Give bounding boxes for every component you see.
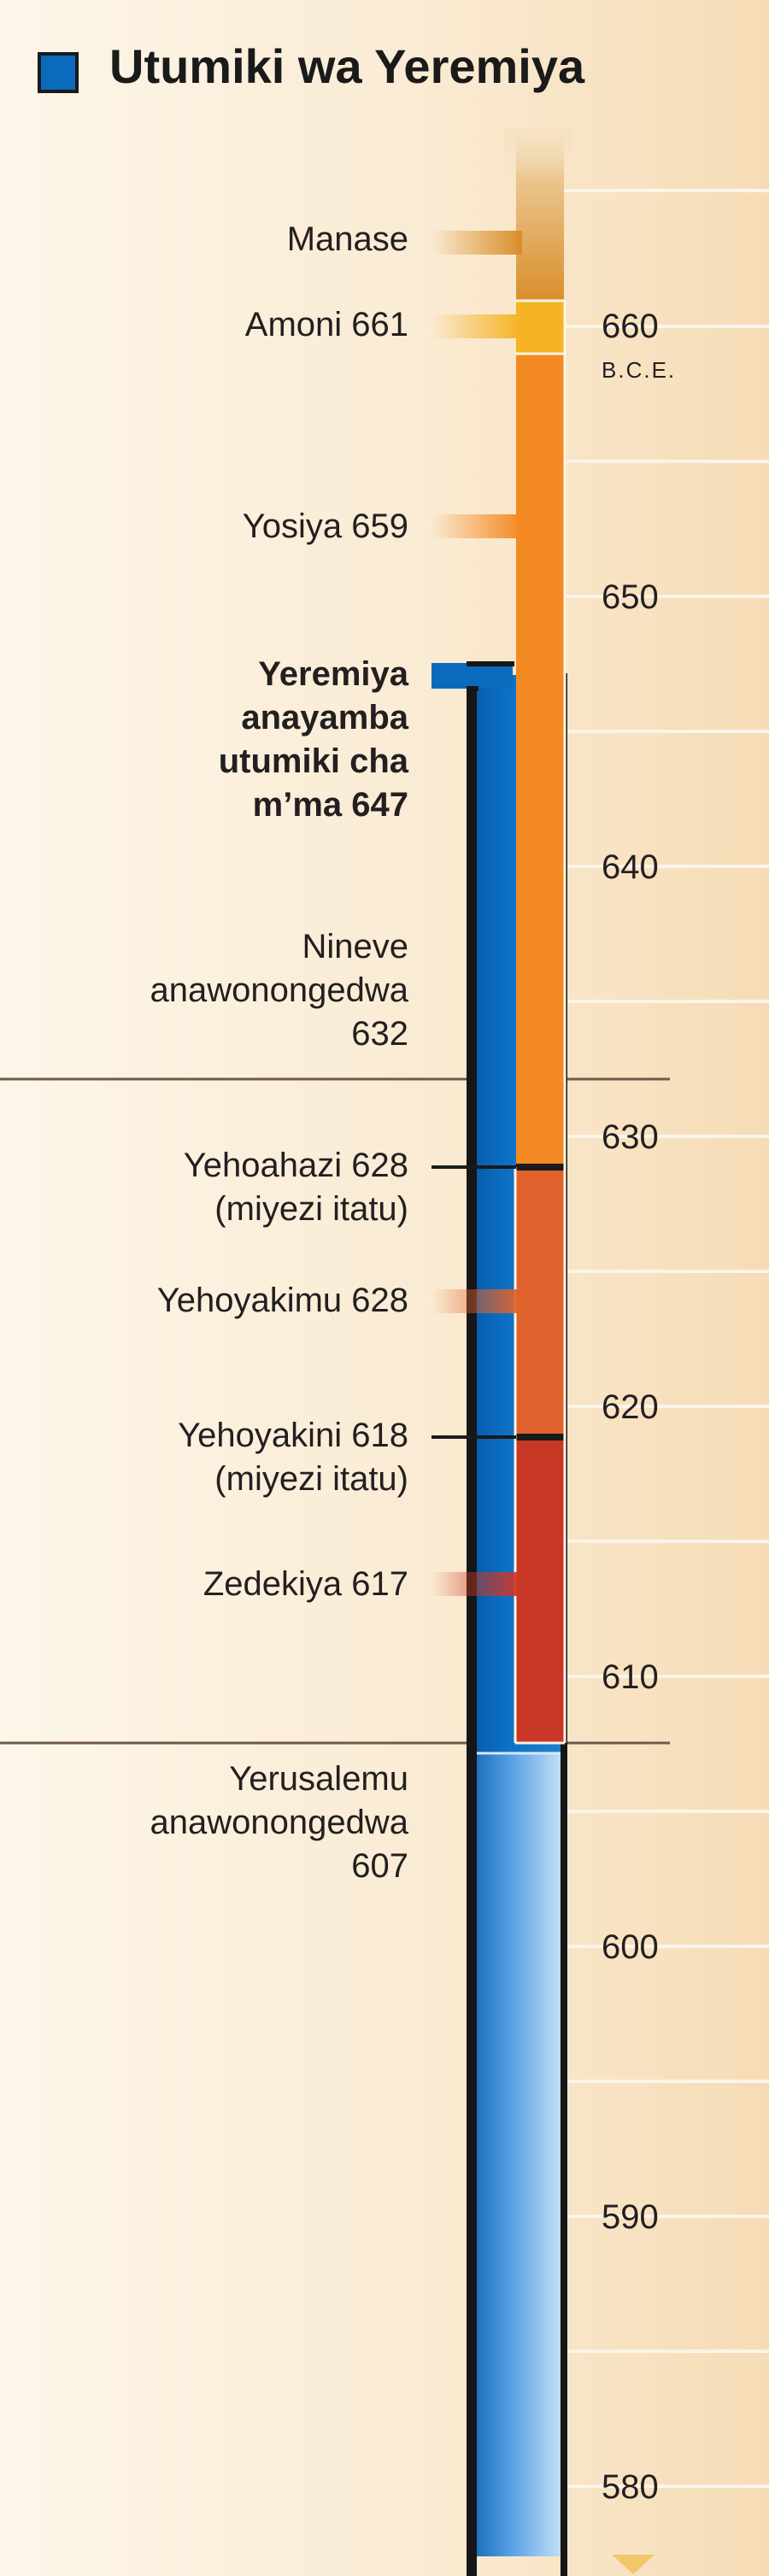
tick-label-610: 610 bbox=[602, 1658, 659, 1696]
event-label-yehoyakini-line2: (miyezi itatu) bbox=[214, 1460, 408, 1498]
tick-label-590: 590 bbox=[602, 2198, 659, 2236]
event-label-yehoahazi-line1: Yehoahazi 628 bbox=[183, 1147, 408, 1184]
event-arrows bbox=[431, 231, 522, 1596]
tick-label-650: 650 bbox=[602, 578, 659, 616]
event-label-yosiya: Yosiya 659 bbox=[242, 508, 408, 545]
event-label-nineve-line1: Nineve bbox=[302, 928, 408, 965]
event-label-yerusalemu-line2: anawonongedwa bbox=[150, 1804, 408, 1841]
event-label-yerusalemu-line3: 607 bbox=[351, 1847, 408, 1885]
tick-lines bbox=[564, 189, 769, 2488]
tick-label-600: 600 bbox=[602, 1928, 659, 1966]
event-label-yeremiya-line2: anayamba bbox=[241, 699, 408, 736]
event-label-yeremiya-line3: utumiki cha bbox=[218, 742, 408, 780]
kings-column bbox=[514, 137, 566, 1745]
event-label-yehoyakini-line1: Yehoyakini 618 bbox=[178, 1417, 408, 1454]
tick-label-660: 660 bbox=[602, 308, 659, 345]
event-label-yehoyakimu: Yehoyakimu 628 bbox=[156, 1282, 408, 1319]
event-label-yehoahazi-line2: (miyezi itatu) bbox=[214, 1190, 408, 1228]
tick-label-640: 640 bbox=[602, 848, 659, 886]
event-label-yeremiya-line4: m’ma 647 bbox=[252, 786, 408, 824]
tick-label-580: 580 bbox=[602, 2468, 659, 2506]
event-label-nineve-line3: 632 bbox=[351, 1015, 408, 1053]
tick-label-630: 630 bbox=[602, 1118, 659, 1156]
event-label-amoni: Amoni 661 bbox=[244, 306, 408, 343]
event-label-manase: Manase bbox=[286, 220, 408, 258]
event-label-zedekiya: Zedekiya 617 bbox=[203, 1565, 408, 1603]
event-label-nineve-line2: anawonongedwa bbox=[150, 971, 408, 1009]
era-label: B.C.E. bbox=[602, 357, 677, 383]
page-title: Utumiki wa Yeremiya bbox=[109, 39, 585, 93]
chevron-down-icon bbox=[612, 2555, 655, 2574]
event-label-yeremiya-line1: Yeremiya bbox=[258, 655, 408, 693]
tick-label-620: 620 bbox=[602, 1388, 659, 1426]
event-label-yerusalemu-line1: Yerusalemu bbox=[229, 1760, 408, 1798]
legend-swatch bbox=[38, 52, 79, 93]
